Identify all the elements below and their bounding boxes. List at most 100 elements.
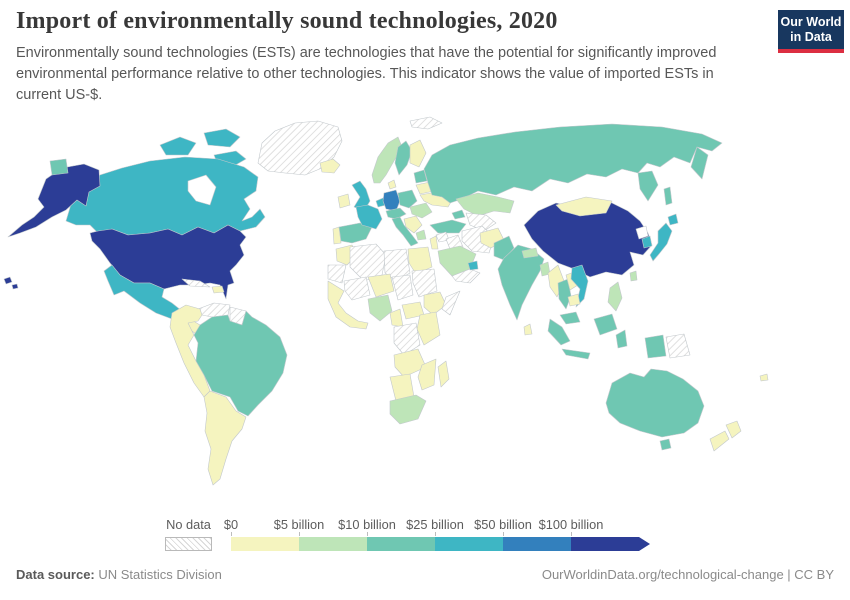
legend-tick: [503, 532, 504, 536]
country-fiji[interactable]: [759, 373, 769, 382]
legend-segment-1[interactable]: $5 billion: [274, 517, 367, 551]
country-sweden[interactable]: [394, 140, 413, 176]
legend-segment-3[interactable]: $25 billion: [406, 517, 503, 551]
country-taiwan[interactable]: [629, 270, 638, 282]
country-russia[interactable]: [423, 123, 723, 204]
owid-logo-line1: Our World: [780, 15, 842, 29]
country-somalia[interactable]: [441, 290, 461, 316]
country-niger[interactable]: [367, 273, 395, 298]
country-malaysia[interactable]: [559, 311, 581, 325]
region-east-africa[interactable]: [416, 311, 441, 346]
island-sakhalin[interactable]: [663, 186, 673, 206]
country-spain[interactable]: [338, 222, 373, 244]
country-south-korea[interactable]: [641, 235, 653, 249]
region-levant[interactable]: [429, 235, 439, 250]
country-thailand[interactable]: [557, 278, 572, 310]
country-mongolia[interactable]: [555, 196, 613, 217]
country-australia[interactable]: [605, 368, 705, 438]
country-north-korea[interactable]: [635, 225, 649, 240]
country-new-zealand-south[interactable]: [709, 430, 730, 452]
country-cuba[interactable]: [181, 278, 211, 288]
country-iceland[interactable]: [319, 158, 341, 174]
region-yemen-oman[interactable]: [451, 268, 481, 284]
map-legend: No data $0 $5 billion $10 billion $25 billi…: [165, 517, 650, 551]
country-papua-new-guinea[interactable]: [665, 333, 691, 359]
country-canada[interactable]: [203, 128, 241, 148]
country-venezuela[interactable]: [197, 302, 231, 318]
country-indonesia-sumatra[interactable]: [547, 318, 571, 346]
country-cambodia[interactable]: [567, 293, 581, 307]
country-malaysia-borneo[interactable]: [593, 313, 618, 336]
legend-arrow: [639, 537, 650, 551]
country-mauritania[interactable]: [327, 264, 347, 284]
region-central-asia[interactable]: [465, 212, 497, 232]
footer-link[interactable]: OurWorldinData.org/technological-change …: [541, 567, 834, 582]
country-portugal[interactable]: [332, 226, 342, 245]
country-canada[interactable]: [159, 136, 197, 156]
country-ireland[interactable]: [337, 193, 351, 209]
island-svalbard[interactable]: [409, 116, 443, 130]
country-nepal[interactable]: [521, 247, 539, 259]
country-brazil[interactable]: [193, 310, 288, 417]
country-sri-lanka[interactable]: [523, 323, 533, 336]
country-philippines[interactable]: [607, 281, 623, 312]
country-iraq[interactable]: [445, 234, 464, 250]
country-greenland[interactable]: [257, 120, 343, 176]
country-mali[interactable]: [343, 276, 371, 301]
country-new-zealand-north[interactable]: [725, 420, 742, 439]
legend-no-data[interactable]: No data: [165, 517, 212, 551]
country-united-states-hawaii[interactable]: [11, 283, 19, 290]
legend-segment-2[interactable]: $10 billion: [338, 517, 435, 551]
region-west-africa[interactable]: [327, 280, 369, 330]
country-turkey[interactable]: [429, 219, 467, 234]
country-russia-far-east[interactable]: [637, 170, 659, 202]
legend-segment-0[interactable]: $0: [224, 517, 299, 551]
country-united-states-hawaii[interactable]: [3, 276, 13, 285]
country-ethiopia[interactable]: [423, 291, 447, 316]
country-romania[interactable]: [409, 202, 433, 219]
country-indonesia-java[interactable]: [561, 348, 591, 360]
region-central-europe[interactable]: [385, 207, 407, 220]
country-cameroon[interactable]: [389, 308, 404, 328]
country-india[interactable]: [497, 244, 545, 321]
country-germany[interactable]: [382, 189, 401, 212]
country-japan-hokkaido[interactable]: [667, 213, 679, 226]
country-denmark[interactable]: [387, 179, 397, 190]
region-angola-zambia[interactable]: [393, 348, 427, 378]
legend-segment-4[interactable]: $50 billion: [474, 517, 571, 551]
country-poland[interactable]: [397, 189, 418, 209]
country-indonesia-sulawesi[interactable]: [615, 329, 628, 349]
owid-logo[interactable]: Our World in Data: [778, 10, 844, 53]
legend-segment-5[interactable]: $100 billion: [539, 517, 639, 551]
legend-tick-label: $0: [223, 517, 239, 532]
legend-no-data-swatch[interactable]: [165, 537, 212, 551]
country-russia-kamchatka[interactable]: [690, 146, 709, 180]
country-nigeria[interactable]: [367, 294, 393, 322]
country-sudan[interactable]: [411, 268, 438, 298]
country-italy[interactable]: [391, 216, 419, 247]
country-south-africa[interactable]: [389, 394, 427, 425]
region-southern-cone[interactable]: [203, 390, 247, 486]
country-dr-congo[interactable]: [393, 322, 421, 356]
chart-header: Import of environmentally sound technolo…: [16, 8, 756, 106]
country-japan[interactable]: [649, 222, 673, 262]
country-uae[interactable]: [467, 260, 479, 271]
country-united-states-alaska[interactable]: [7, 163, 101, 238]
region-balkans[interactable]: [403, 215, 423, 234]
country-france[interactable]: [355, 204, 383, 230]
country-greece[interactable]: [415, 229, 427, 241]
country-kazakhstan[interactable]: [455, 192, 515, 217]
country-australia-tasmania[interactable]: [659, 438, 672, 451]
country-mozambique[interactable]: [417, 358, 437, 391]
country-indonesia-papua[interactable]: [644, 334, 667, 359]
country-chad[interactable]: [391, 274, 414, 301]
chart-footer: Data source: UN Statistics Division OurW…: [16, 567, 834, 582]
island-bering[interactable]: [49, 158, 69, 176]
country-madagascar[interactable]: [437, 360, 450, 388]
region-caucasus[interactable]: [451, 209, 466, 220]
legend-tick-label: $10 billion: [338, 517, 396, 532]
island-hispaniola[interactable]: [211, 285, 225, 294]
region-baltics[interactable]: [413, 169, 428, 184]
legend-tick: [367, 532, 368, 536]
country-finland[interactable]: [409, 139, 427, 168]
